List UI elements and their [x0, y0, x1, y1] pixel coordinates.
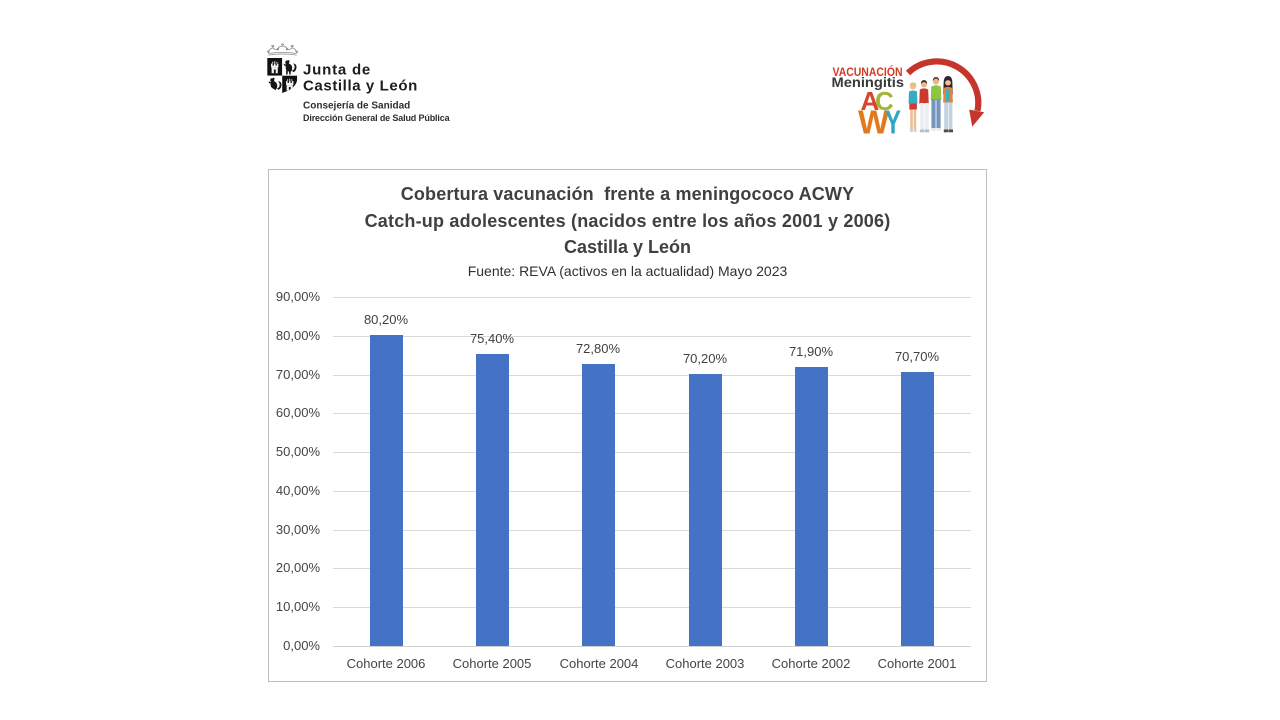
svg-text:VACUNACIÓN: VACUNACIÓN: [833, 64, 903, 79]
svg-text:Dirección General de Salud Púb: Dirección General de Salud Pública: [303, 113, 451, 123]
svg-text:Junta de: Junta de: [303, 62, 371, 79]
svg-text:A: A: [861, 86, 880, 116]
svg-text:Y: Y: [885, 103, 901, 140]
svg-text:C: C: [875, 86, 894, 116]
svg-text:Castilla y León: Castilla y León: [303, 77, 418, 94]
svg-text:Consejería de Sanidad: Consejería de Sanidad: [303, 101, 410, 112]
svg-text:Meningitis: Meningitis: [832, 75, 905, 90]
svg-text:W: W: [858, 103, 890, 140]
